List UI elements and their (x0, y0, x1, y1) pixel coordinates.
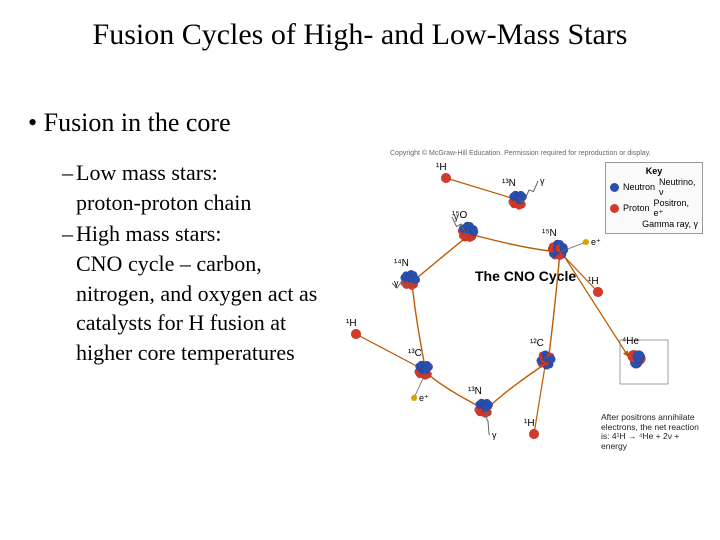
svg-text:¹⁵N: ¹⁵N (542, 228, 557, 239)
sub-bullet-2-cont: CNO cycle – carbon, nitrogen, and oxygen… (62, 249, 322, 368)
svg-text:¹³N: ¹³N (468, 386, 482, 397)
svg-text:¹⁴N: ¹⁴N (394, 258, 409, 269)
dash: – (62, 158, 76, 188)
svg-text:γ: γ (454, 212, 459, 222)
svg-text:e⁺: e⁺ (419, 393, 429, 403)
sub-bullet-2: –High mass stars: CNO cycle – carbon, ni… (62, 219, 322, 367)
svg-text:γ: γ (394, 278, 399, 288)
sub-bullet-list: –Low mass stars: proton-proton chain –Hi… (62, 158, 322, 370)
sub-bullet-1-cont: proton-proton chain (62, 188, 322, 218)
sub-bullet-2-lead: High mass stars: (76, 221, 221, 246)
cycle-svg: ¹H¹³N¹⁵O¹⁵N¹⁴N¹H¹H¹³C¹²C¹³N¹H⁴Heγγe⁺γe⁺γ (340, 150, 705, 480)
svg-text:¹³C: ¹³C (408, 348, 422, 359)
svg-text:¹H: ¹H (588, 276, 599, 287)
svg-text:¹²C: ¹²C (530, 338, 544, 349)
svg-text:γ: γ (540, 176, 545, 186)
slide-title: Fusion Cycles of High- and Low-Mass Star… (0, 18, 720, 52)
svg-text:¹H: ¹H (524, 418, 535, 429)
sub-bullet-1-lead: Low mass stars: (76, 160, 218, 185)
svg-text:¹H: ¹H (436, 162, 447, 173)
sub-bullet-1: –Low mass stars: proton-proton chain (62, 158, 322, 217)
svg-text:¹³N: ¹³N (502, 178, 516, 189)
svg-text:¹H: ¹H (346, 318, 357, 329)
svg-text:⁴He: ⁴He (622, 336, 640, 347)
dash: – (62, 219, 76, 249)
main-bullet: • Fusion in the core (28, 108, 231, 138)
svg-text:γ: γ (492, 430, 497, 440)
svg-text:e⁺: e⁺ (591, 237, 601, 247)
cno-cycle-diagram: Copyright © McGraw-Hill Education. Permi… (340, 150, 705, 480)
